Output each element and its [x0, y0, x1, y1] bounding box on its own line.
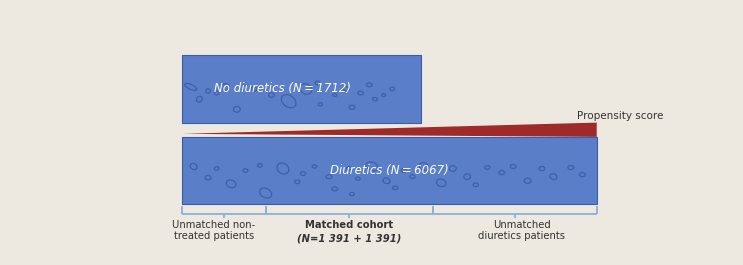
Text: (N=1 391 + 1 391): (N=1 391 + 1 391) — [297, 233, 401, 243]
Bar — [182, 137, 597, 204]
Bar — [182, 55, 421, 123]
Text: No diuretics (N = 1712): No diuretics (N = 1712) — [214, 82, 351, 95]
Text: Propensity score: Propensity score — [577, 111, 663, 121]
Text: Diuretics (N = 6067): Diuretics (N = 6067) — [330, 164, 449, 177]
Text: Unmatched
diuretics patients: Unmatched diuretics patients — [478, 219, 565, 241]
Polygon shape — [182, 123, 597, 137]
Text: Matched cohort: Matched cohort — [305, 219, 393, 229]
Text: Unmatched non-
treated patients: Unmatched non- treated patients — [172, 219, 256, 241]
